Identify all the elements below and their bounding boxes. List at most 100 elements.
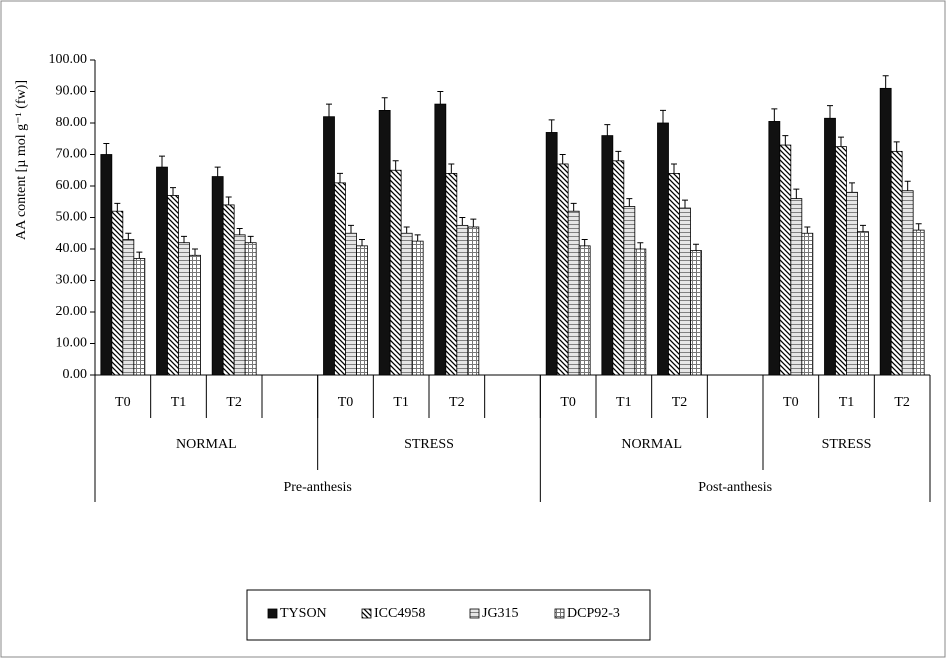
error-bar xyxy=(214,166,221,177)
bar xyxy=(323,116,335,376)
bar xyxy=(556,163,569,376)
error-bar xyxy=(548,119,555,133)
bar xyxy=(400,232,413,376)
error-bar xyxy=(192,248,198,256)
bar xyxy=(790,198,803,376)
error-bar xyxy=(392,160,399,171)
phase-label: Post-anthesis xyxy=(698,480,772,495)
legend-label: ICC4958 xyxy=(374,606,425,621)
bar xyxy=(879,87,892,376)
error-bar xyxy=(181,235,187,243)
error-bar xyxy=(570,202,577,212)
error-bar xyxy=(637,242,644,249)
legend-box xyxy=(246,589,651,641)
legend-label: JG315 xyxy=(482,606,519,621)
error-bar xyxy=(559,154,566,164)
bar xyxy=(679,207,691,376)
legend-swatch xyxy=(267,608,278,619)
bar xyxy=(156,166,168,376)
bar xyxy=(690,250,702,376)
bar xyxy=(345,232,357,376)
y-tick-label: 30.00 xyxy=(56,273,88,288)
y-axis-title: AA content [µ mol g⁻¹ (fw)] xyxy=(14,80,29,240)
error-bar xyxy=(414,234,421,242)
error-bar xyxy=(882,75,889,89)
legend-label: TYSON xyxy=(280,606,327,621)
bar xyxy=(111,210,124,376)
y-tick-label: 10.00 xyxy=(56,336,88,351)
bar xyxy=(824,117,836,376)
bar xyxy=(434,103,447,376)
y-tick-label: 100.00 xyxy=(49,52,88,67)
error-bar xyxy=(470,218,477,227)
error-bar xyxy=(581,239,588,246)
error-bar xyxy=(236,228,243,235)
error-bar xyxy=(114,202,121,212)
y-tick-label: 0.00 xyxy=(63,367,88,382)
x-tick-label: T2 xyxy=(226,395,242,410)
group-label: NORMAL xyxy=(176,437,237,452)
legend-swatch xyxy=(469,608,480,619)
x-tick-label: T0 xyxy=(783,395,799,410)
legend-swatch xyxy=(361,608,372,619)
group-label: STRESS xyxy=(822,437,872,452)
error-bar xyxy=(660,109,666,123)
bar xyxy=(768,121,781,376)
y-tick-label: 50.00 xyxy=(56,210,88,225)
bar xyxy=(167,195,179,376)
bar xyxy=(634,248,647,376)
error-bar xyxy=(671,163,677,174)
x-tick-label: T2 xyxy=(672,395,688,410)
error-bar xyxy=(125,232,132,240)
bar xyxy=(567,210,580,376)
error-bar xyxy=(904,180,911,191)
x-tick-label: T0 xyxy=(115,395,131,410)
error-bar xyxy=(348,224,354,234)
bar xyxy=(211,176,224,376)
error-bar xyxy=(804,226,811,234)
bar xyxy=(612,160,625,376)
x-tick-label: T1 xyxy=(171,395,187,410)
error-bar xyxy=(448,163,455,174)
x-tick-label: T2 xyxy=(449,395,465,410)
error-bar xyxy=(337,172,343,183)
bar xyxy=(122,239,135,376)
bar xyxy=(901,190,914,376)
error-bar xyxy=(615,150,622,161)
error-bar xyxy=(136,251,143,259)
error-bar xyxy=(103,142,110,155)
error-bar xyxy=(159,155,165,168)
bar xyxy=(189,254,201,376)
y-tick-label: 20.00 xyxy=(56,304,88,319)
bar xyxy=(601,135,614,376)
bar xyxy=(890,150,903,376)
x-tick-label: T1 xyxy=(616,395,632,410)
error-bar xyxy=(359,239,365,246)
bar xyxy=(334,182,346,376)
bar xyxy=(578,245,591,376)
bar xyxy=(467,226,480,376)
bar xyxy=(244,242,257,376)
x-tick-label: T1 xyxy=(393,395,409,410)
x-tick-label: T1 xyxy=(839,395,855,410)
error-bar xyxy=(626,198,633,207)
error-bar xyxy=(860,224,866,232)
bar xyxy=(779,144,792,376)
error-bar xyxy=(459,217,466,226)
bar xyxy=(846,191,858,376)
y-tick-label: 70.00 xyxy=(56,147,88,162)
error-bar xyxy=(793,188,800,199)
error-bar xyxy=(693,243,699,251)
error-bar xyxy=(827,105,833,119)
error-bar xyxy=(782,135,789,146)
error-bar xyxy=(838,136,844,147)
bar xyxy=(456,224,469,376)
bar xyxy=(356,245,368,376)
bar xyxy=(389,169,402,376)
x-tick-label: T0 xyxy=(560,395,576,410)
phase-label: Pre-anthesis xyxy=(283,480,351,495)
legend-swatch xyxy=(554,608,565,619)
bar xyxy=(857,231,869,376)
